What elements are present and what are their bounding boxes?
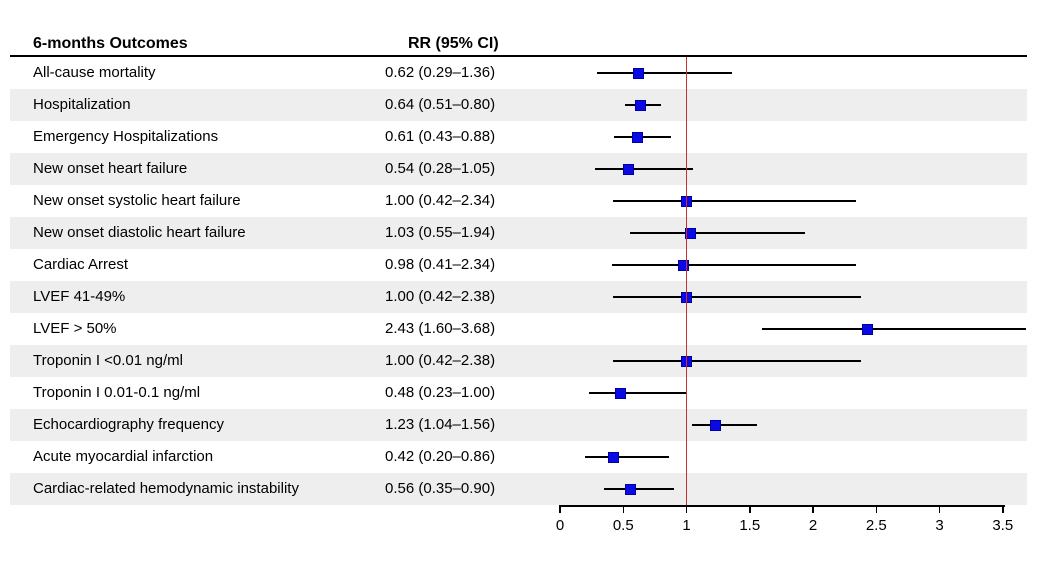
table-row: Emergency Hospitalizations 0.61 (0.43–0.8… — [10, 121, 1027, 153]
axis-tick-label: 0.5 — [612, 517, 634, 534]
point-estimate-marker — [615, 387, 627, 399]
table-row: Cardiac-related hemodynamic instability 0… — [10, 473, 1027, 505]
outcome-label: Acute myocardial infarction — [33, 448, 214, 465]
confidence-interval-line — [595, 168, 693, 170]
outcome-label: LVEF > 50% — [33, 320, 117, 337]
confidence-interval-line — [614, 136, 672, 138]
confidence-interval-line — [613, 360, 862, 362]
x-axis-line — [559, 505, 1005, 507]
point-estimate-marker — [625, 483, 637, 495]
rr-ci-value: 0.62 (0.29–1.36) — [385, 64, 496, 81]
outcome-label: New onset systolic heart failure — [33, 192, 241, 209]
table-row: LVEF 41-49% 1.00 (0.42–2.38) — [10, 281, 1027, 313]
outcome-label: Troponin I 0.01-0.1 ng/ml — [33, 384, 201, 401]
rr-ci-value: 0.54 (0.28–1.05) — [385, 160, 496, 177]
axis-tick-mark — [875, 505, 877, 513]
axis-tick-mark — [622, 505, 624, 513]
outcome-label: New onset heart failure — [33, 160, 188, 177]
table-row: Hospitalization 0.64 (0.51–0.80) — [10, 89, 1027, 121]
rr-column-header: RR (95% CI) — [408, 35, 499, 52]
rr-ci-value: 1.00 (0.42–2.38) — [385, 352, 496, 369]
outcome-label: Cardiac-related hemodynamic instability — [33, 480, 299, 497]
rr-ci-value: 0.98 (0.41–2.34) — [385, 256, 496, 273]
outcome-label: Hospitalization — [33, 96, 131, 113]
point-estimate-marker — [635, 99, 647, 111]
table-row: New onset systolic heart failure 1.00 (0.… — [10, 185, 1027, 217]
confidence-interval-line — [762, 328, 1026, 330]
rr-ci-value: 2.43 (1.60–3.68) — [385, 320, 496, 337]
confidence-interval-line — [691, 424, 758, 426]
rr-ci-value: 0.56 (0.35–0.90) — [385, 480, 496, 497]
header-underline — [10, 55, 1027, 57]
axis-tick-mark — [685, 505, 688, 513]
table-row: Troponin I 0.01-0.1 ng/ml 0.48 (0.23–1.00… — [10, 377, 1027, 409]
table-row: Acute myocardial infarction 0.42 (0.20–0.… — [10, 441, 1027, 473]
axis-tick-mark — [559, 505, 561, 513]
point-estimate-marker — [632, 67, 644, 79]
rr-ci-value: 0.42 (0.20–0.86) — [385, 448, 496, 465]
axis-tick-label: 3 — [935, 517, 944, 534]
outcome-label: Troponin I <0.01 ng/ml — [33, 352, 183, 369]
point-estimate-marker — [861, 323, 873, 335]
confidence-interval-line — [629, 232, 806, 234]
axis-tick-label: 0 — [555, 517, 565, 534]
axis-tick-label: 1 — [682, 517, 691, 534]
axis-tick-mark — [812, 505, 814, 513]
table-row: Cardiac Arrest 0.98 (0.41–2.34) — [10, 249, 1027, 281]
outcome-label: All-cause mortality — [33, 64, 156, 81]
table-row: New onset diastolic heart failure 1.03 (0… — [10, 217, 1027, 249]
confidence-interval-line — [613, 200, 856, 202]
point-estimate-marker — [684, 227, 696, 239]
rr-ci-value: 0.61 (0.43–0.88) — [385, 128, 496, 145]
point-estimate-marker — [622, 163, 634, 175]
rr-ci-value: 1.00 (0.42–2.34) — [385, 192, 496, 209]
confidence-interval-line — [604, 488, 674, 490]
table-row: LVEF > 50% 2.43 (1.60–3.68) — [10, 313, 1027, 345]
confidence-interval-line — [585, 456, 669, 458]
axis-tick-mark — [1002, 505, 1004, 513]
reference-line — [685, 57, 688, 505]
table-row: Echocardiography frequency 1.23 (1.04–1.5… — [10, 409, 1027, 441]
outcome-label: Emergency Hospitalizations — [33, 128, 219, 145]
table-row: All-cause mortality 0.62 (0.29–1.36) — [10, 57, 1027, 89]
point-estimate-marker — [631, 131, 643, 143]
point-estimate-marker — [607, 451, 619, 463]
point-estimate-marker — [710, 419, 722, 431]
outcome-label: Cardiac Arrest — [33, 256, 129, 273]
rr-ci-value: 1.23 (1.04–1.56) — [385, 416, 496, 433]
rr-ci-value: 0.64 (0.51–0.80) — [385, 96, 496, 113]
table-row: Troponin I <0.01 ng/ml 1.00 (0.42–2.38) — [10, 345, 1027, 377]
table-row: New onset heart failure 0.54 (0.28–1.05) — [10, 153, 1027, 185]
axis-tick-label: 2.5 — [865, 517, 887, 534]
rr-ci-value: 0.48 (0.23–1.00) — [385, 384, 496, 401]
rr-ci-value: 1.00 (0.42–2.38) — [385, 288, 496, 305]
axis-tick-mark — [749, 505, 751, 513]
confidence-interval-line — [613, 296, 862, 298]
confidence-interval-line — [611, 264, 856, 266]
confidence-interval-line — [596, 72, 733, 74]
point-estimate-marker — [678, 259, 690, 271]
outcome-label: New onset diastolic heart failure — [33, 224, 246, 241]
axis-tick-label: 3.5 — [992, 517, 1014, 534]
outcome-label: Echocardiography frequency — [33, 416, 224, 433]
confidence-interval-line — [589, 392, 687, 394]
rr-ci-value: 1.03 (0.55–1.94) — [385, 224, 496, 241]
outcomes-column-header: 6-months Outcomes — [33, 35, 188, 52]
axis-tick-label: 1.5 — [739, 517, 761, 534]
axis-tick-mark — [938, 505, 941, 513]
axis-tick-label: 2 — [808, 517, 818, 534]
outcome-label: LVEF 41-49% — [33, 288, 126, 305]
